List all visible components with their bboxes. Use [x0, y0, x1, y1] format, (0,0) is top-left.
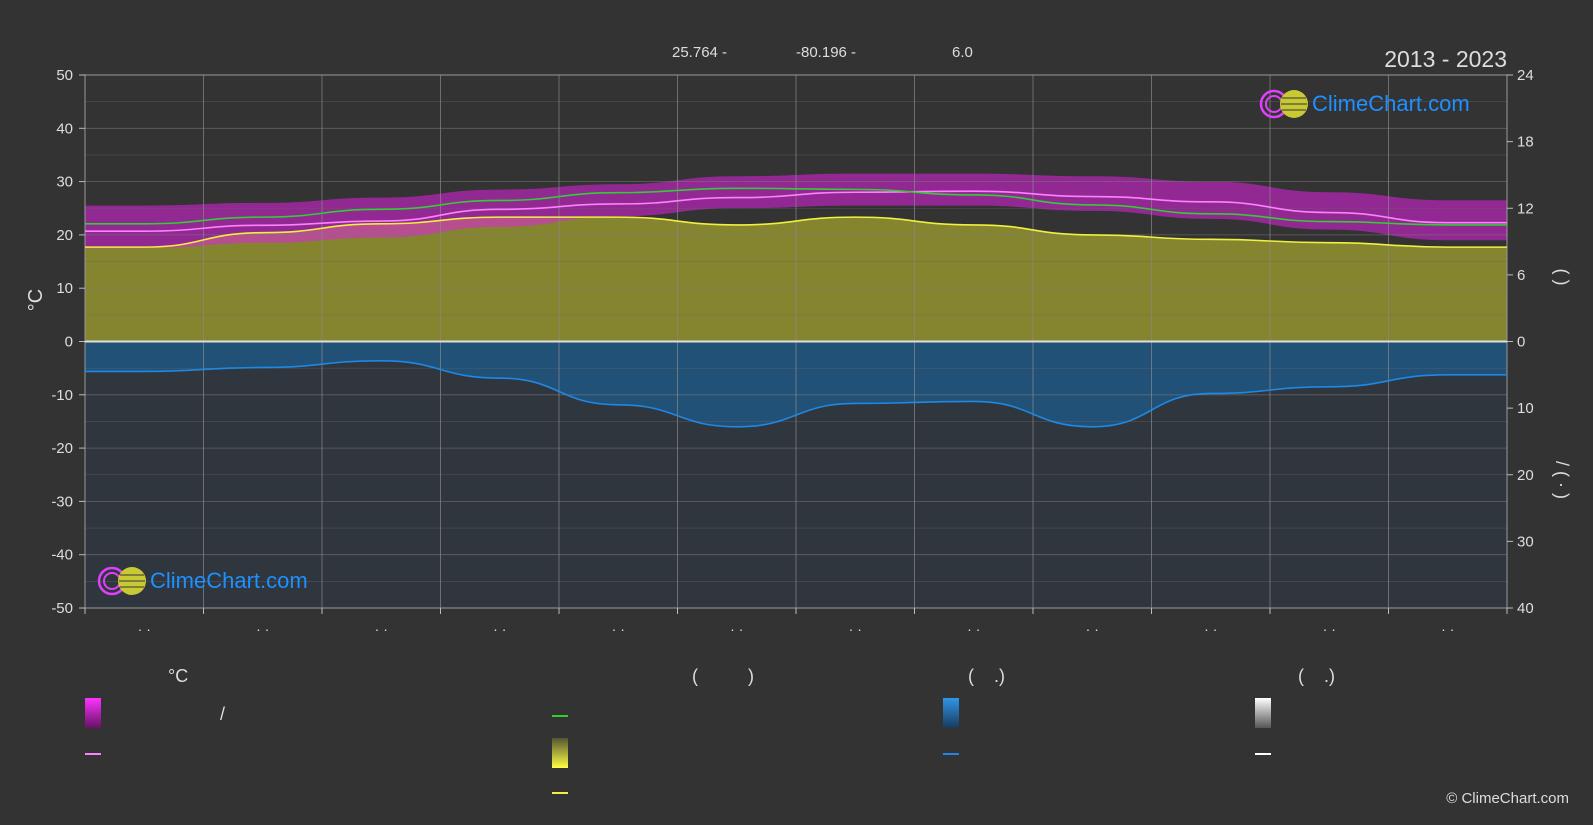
y-axis-right-upper-label: ( ) [1552, 269, 1572, 286]
legend-precip-line [943, 753, 959, 755]
x-tick-label: · · [849, 621, 862, 637]
series-line-daylight [84, 187, 1507, 226]
legend-temp-range-swatch [85, 698, 101, 728]
y-axis-left-unit: °C [25, 289, 47, 311]
logo-text: ClimeChart.com [150, 568, 308, 593]
y-right-upper-tick-label: 24 [1517, 67, 1534, 84]
header-years: 2013 - 2023 [1384, 46, 1507, 72]
y-right-lower-tick-label: 30 [1517, 533, 1534, 550]
x-tick-label: · · [256, 621, 269, 637]
y-right-upper-tick-label: 12 [1517, 200, 1534, 217]
y-right-lower-tick-label: 20 [1517, 467, 1534, 484]
x-tick-label: · · [1204, 621, 1217, 637]
header-elevation: 6.0 [952, 44, 973, 61]
logo-text: ClimeChart.com [1312, 91, 1470, 116]
y-right-upper-tick-label: 6 [1517, 267, 1525, 284]
logo-top[interactable]: ClimeChart.com [1258, 88, 1470, 120]
x-tick-label: · · [375, 621, 388, 637]
legend-precip-swatch [943, 698, 959, 728]
y-left-tick-label: -50 [51, 600, 73, 617]
y-left-tick-label: 0 [65, 334, 73, 351]
y-left-tick-label: 30 [56, 174, 73, 191]
y-left-tick-label: 40 [56, 120, 73, 137]
logo-icon [1258, 88, 1310, 120]
x-tick-label: · · [612, 621, 625, 637]
y-right-upper-tick-label: 0 [1517, 334, 1525, 351]
y-left-tick-label: -10 [51, 387, 73, 404]
legend-sunshine-swatch [552, 738, 568, 768]
header-longitude: -80.196 - [796, 44, 856, 61]
y-right-lower-tick-label: 10 [1517, 400, 1534, 417]
y-axis-right-lower-label: / ( · ) [1552, 461, 1572, 499]
y-left-tick-label: 10 [56, 280, 73, 297]
legend-snow-swatch [1255, 698, 1271, 728]
y-left-tick-label: 20 [56, 227, 73, 244]
y-right-lower-tick-label: 40 [1517, 600, 1534, 617]
legend-temperature-header: °C [168, 666, 189, 686]
y-left-tick-label: -30 [51, 493, 73, 510]
legend-daylight-line [552, 715, 568, 717]
series-line-precipitation [85, 360, 1507, 428]
copyright: © ClimeChart.com [1446, 790, 1569, 807]
y-right-upper-tick-label: 18 [1517, 134, 1534, 151]
logo-icon [96, 565, 148, 597]
x-tick-label: · · [1323, 621, 1336, 637]
legend-mean-temp-line [85, 753, 101, 755]
x-tick-label: · · [967, 621, 980, 637]
legend-precip-header: ( .) [968, 666, 1005, 686]
y-left-tick-label: 50 [56, 67, 73, 84]
legend-daylight-header: ( ) [692, 666, 754, 686]
series-line-mean_temp [85, 190, 1507, 232]
y-left-tick-label: -20 [51, 440, 73, 457]
x-tick-label: · · [138, 621, 151, 637]
legend-snow-header: ( .) [1298, 666, 1335, 686]
legend-temp-range-sep: / [220, 704, 226, 724]
series-line-sunshine [85, 216, 1507, 248]
header-latitude: 25.764 - [672, 44, 727, 61]
climate-chart: 25.764 - -80.196 - 6.0 2013 - 2023 °C ( … [25, 44, 1572, 637]
y-left-tick-label: -40 [51, 547, 73, 564]
x-tick-label: · · [1441, 621, 1454, 637]
x-tick-label: · · [1086, 621, 1099, 637]
x-tick-label: · · [493, 621, 506, 637]
legend-snow-line [1255, 753, 1271, 755]
x-tick-label: · · [730, 621, 743, 637]
logo-bottom[interactable]: ClimeChart.com [96, 565, 308, 597]
legend: °C ( ) ( .) ( .) / [0, 640, 1593, 825]
legend-sunshine-line [552, 792, 568, 794]
